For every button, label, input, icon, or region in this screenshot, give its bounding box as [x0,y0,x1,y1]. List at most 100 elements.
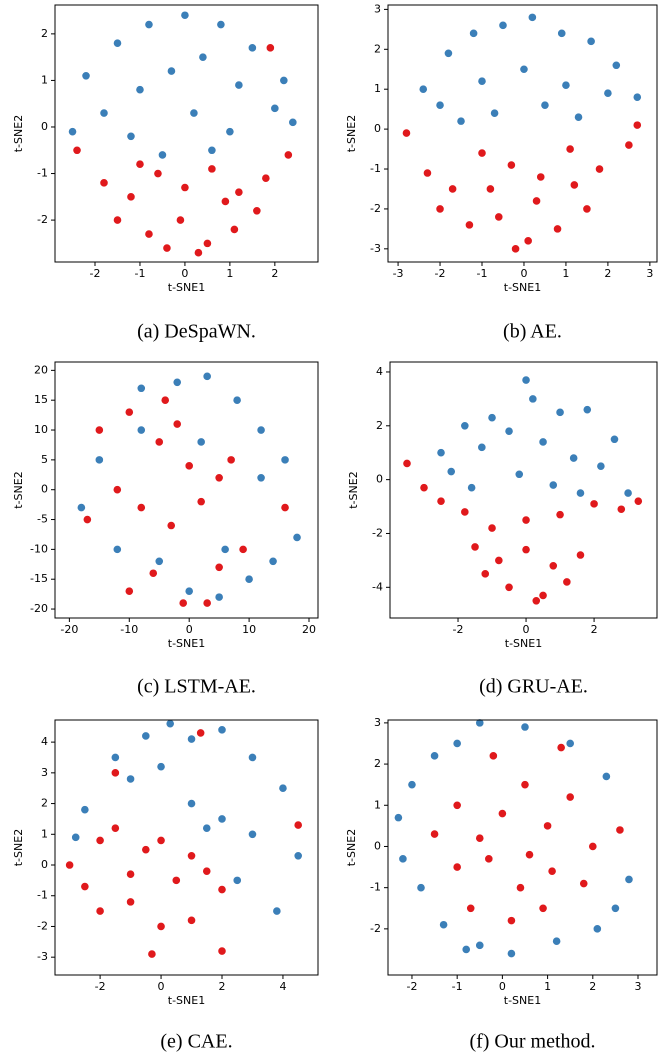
point [436,496,446,506]
point [540,100,550,110]
x-tick-label: -10 [120,623,138,636]
point [418,84,428,94]
point [480,569,490,579]
y-tick-label: -2 [370,202,381,215]
x-tick-label: -20 [60,623,78,636]
caption: (f) Our method. [469,1031,595,1052]
point [288,117,298,127]
point [633,496,643,506]
point [280,455,290,465]
point [76,503,86,513]
point [456,116,466,126]
point [624,140,634,150]
point [156,921,166,932]
point [196,437,206,447]
y-tick-label: -1 [370,881,381,894]
x-tick-label: 2 [219,980,226,993]
point [610,903,621,913]
caption: (b) AE. [503,321,562,343]
point [632,120,642,130]
point [268,556,278,566]
point [589,499,599,509]
x-tick-label: 3 [646,267,653,280]
point [180,10,190,20]
y-tick-label: -2 [370,922,381,935]
point [99,108,109,118]
point [280,503,290,513]
point [232,395,242,405]
point [110,752,120,763]
point [293,820,303,830]
point [624,874,634,885]
point [531,196,542,206]
y-tick-label: -15 [30,572,48,585]
point [135,159,145,169]
x-tick-label: 2 [271,267,278,280]
point [407,780,417,790]
y-tick-label: 0 [374,839,381,852]
x-tick-label: 0 [523,623,530,636]
point [477,442,487,452]
x-tick-label: 3 [635,980,642,993]
y-tick-label: -5 [37,513,48,526]
point [186,915,197,925]
point [189,108,199,118]
point [166,520,176,531]
point [67,127,78,137]
point [65,860,75,870]
caption: (d) GRU-AE. [479,676,588,698]
x-tick-label: -2 [95,980,106,993]
x-tick-label: 20 [302,623,316,636]
point [202,238,213,248]
point [214,562,224,572]
point [180,182,190,193]
point [556,743,566,753]
point [160,395,170,405]
point [446,466,456,477]
axes-frame [389,361,658,619]
point [594,164,605,174]
point [565,738,575,749]
point [515,883,526,893]
point [202,371,212,381]
point [623,488,633,498]
y-tick-label: 0 [41,858,48,871]
y-tick-label: 0 [376,473,383,486]
point [548,561,558,571]
point [504,582,514,592]
point [216,19,226,30]
point [601,771,611,782]
point [141,845,151,855]
point [186,734,197,744]
point [506,916,517,926]
point [94,455,104,465]
point [521,375,531,385]
y-tick-label: 1 [374,82,381,95]
point [234,80,244,90]
y-tick-label: -1 [37,889,48,902]
x-tick-label: 0 [499,980,506,993]
point [220,196,230,207]
point [531,596,541,606]
point [475,940,485,950]
point [520,722,530,732]
point [156,762,166,772]
x-tick-label: 1 [226,267,233,280]
point [498,20,508,30]
point [186,851,197,861]
point [616,504,626,514]
point [198,52,208,62]
point [154,437,164,447]
point [573,112,584,122]
point [452,862,462,872]
point [569,453,579,463]
point [528,394,538,404]
point [214,592,224,602]
point [196,728,206,738]
point [469,28,479,38]
point [435,100,445,110]
y-tick-label: 10 [34,423,48,436]
point [506,948,517,959]
axes-frame [54,4,319,263]
